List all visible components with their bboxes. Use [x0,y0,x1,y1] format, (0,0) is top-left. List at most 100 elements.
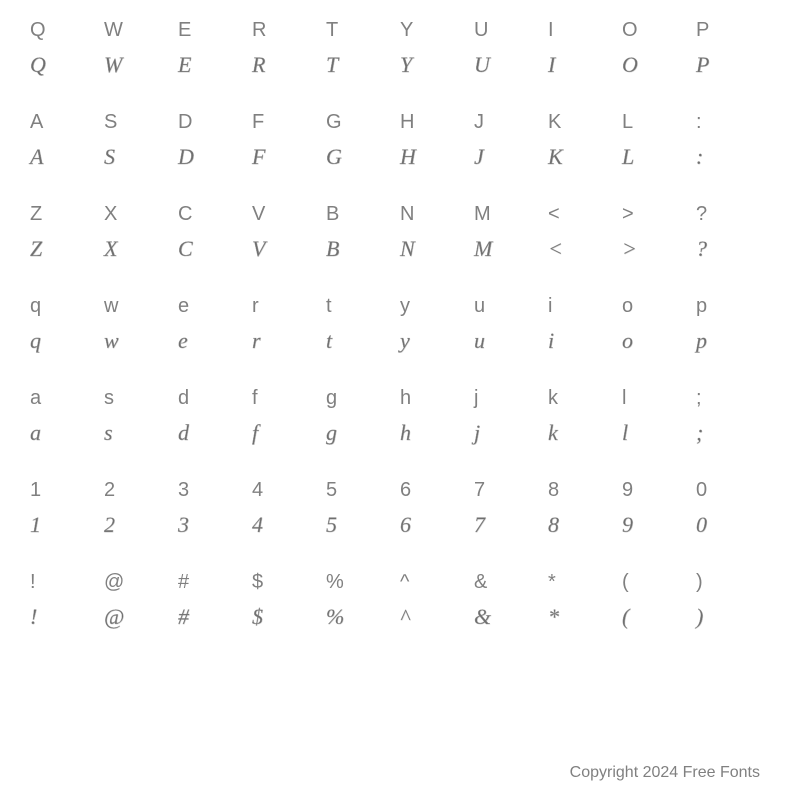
char-label: f [252,388,258,408]
char-cell: ?? [696,204,770,296]
char-label: Y [400,20,413,40]
char-glyph: # [178,606,189,628]
char-label: T [326,20,338,40]
char-cell: ;; [696,388,770,480]
char-cell: SS [104,112,178,204]
char-cell: DD [178,112,252,204]
char-cell: II [548,20,622,112]
char-cell: (( [622,572,696,664]
char-glyph: X [104,238,117,260]
char-label: 6 [400,480,411,500]
char-glyph: C [178,238,193,260]
char-glyph: ? [696,238,707,260]
char-label: ? [696,204,707,224]
char-glyph: ; [696,422,703,444]
char-label: E [178,20,191,40]
char-glyph: 6 [400,514,411,536]
char-glyph: Q [30,54,46,76]
char-cell: )) [696,572,770,664]
char-glyph: 9 [622,514,633,536]
char-label: P [696,20,709,40]
char-cell: ee [178,296,252,388]
char-cell: OO [622,20,696,112]
char-label: Q [30,20,46,40]
char-glyph: W [104,54,122,76]
char-glyph: % [326,606,344,628]
char-cell: ss [104,388,178,480]
char-cell: aa [30,388,104,480]
char-glyph: 2 [104,514,115,536]
char-label: p [696,296,707,316]
char-cell: rr [252,296,326,388]
char-label: ) [696,572,703,592]
char-glyph: J [474,146,484,168]
char-glyph: Y [400,54,412,76]
char-label: B [326,204,339,224]
char-cell: GG [326,112,400,204]
char-cell: 11 [30,480,104,572]
char-cell: BB [326,204,400,296]
char-label: 8 [548,480,559,500]
char-label: F [252,112,264,132]
char-label: J [474,112,484,132]
char-label: I [548,20,554,40]
char-label: j [474,388,478,408]
char-label: 1 [30,480,41,500]
char-glyph: 1 [30,514,41,536]
char-label: C [178,204,192,224]
char-label: H [400,112,414,132]
char-label: @ [104,572,124,592]
char-cell: PP [696,20,770,112]
char-glyph: 8 [548,514,559,536]
char-cell: gg [326,388,400,480]
char-glyph: p [696,330,707,352]
char-glyph: U [474,54,490,76]
char-glyph: S [104,146,115,168]
char-glyph: 5 [326,514,337,536]
char-cell: EE [178,20,252,112]
char-glyph: I [548,54,555,76]
char-glyph: A [30,146,43,168]
char-glyph: ( [622,606,629,628]
char-cell: YY [400,20,474,112]
char-glyph: e [178,330,188,352]
char-glyph: L [622,146,634,168]
char-cell: QQ [30,20,104,112]
char-label: N [400,204,414,224]
char-label: 0 [696,480,707,500]
char-glyph: M [474,238,492,260]
char-cell: 00 [696,480,770,572]
char-cell: CC [178,204,252,296]
char-cell: WW [104,20,178,112]
char-label: S [104,112,117,132]
char-label: l [622,388,626,408]
char-label: V [252,204,265,224]
char-cell: $$ [252,572,326,664]
char-cell: NN [400,204,474,296]
char-label: O [622,20,638,40]
char-cell: TT [326,20,400,112]
char-cell: kk [548,388,622,480]
char-glyph: 7 [474,514,485,536]
char-label: $ [252,572,263,592]
char-label: 5 [326,480,337,500]
char-label: ( [622,572,629,592]
char-label: 4 [252,480,263,500]
char-glyph: 4 [252,514,263,536]
char-cell: jj [474,388,548,480]
char-cell: && [474,572,548,664]
char-cell: :: [696,112,770,204]
char-cell: MM [474,204,548,296]
char-cell: pp [696,296,770,388]
char-cell: XX [104,204,178,296]
char-glyph: D [178,146,194,168]
char-cell: 44 [252,480,326,572]
char-cell: yy [400,296,474,388]
char-glyph: y [400,330,410,352]
char-cell: FF [252,112,326,204]
char-cell: LL [622,112,696,204]
char-label: 2 [104,480,115,500]
char-glyph: K [548,146,563,168]
char-cell: 33 [178,480,252,572]
copyright-text: Copyright 2024 Free Fonts [570,764,760,782]
